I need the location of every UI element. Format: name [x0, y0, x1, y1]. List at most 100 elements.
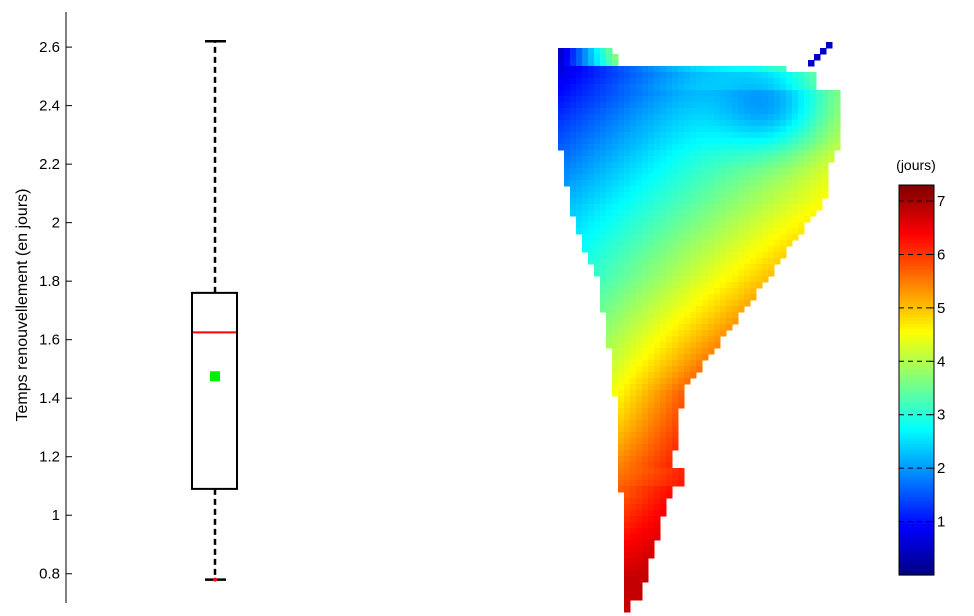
heatmap-cell [708, 222, 715, 229]
heatmap-cell [636, 366, 643, 373]
colorbar-band [899, 227, 934, 231]
colorbar-band [899, 302, 934, 306]
heatmap-cell [642, 180, 649, 187]
heatmap-cell [702, 288, 709, 295]
heatmap-cell [696, 300, 703, 307]
heatmap-cell [678, 204, 685, 211]
heatmap-cell [624, 570, 631, 577]
heatmap-cell [624, 498, 631, 505]
heatmap-cell [696, 150, 703, 157]
heatmap-cell [678, 402, 685, 409]
heatmap-cell [636, 576, 643, 583]
heatmap-cell [630, 102, 637, 109]
heatmap-cell [714, 330, 721, 337]
heatmap-cell [654, 270, 661, 277]
heatmap-cell [666, 438, 673, 445]
heatmap-cell [690, 102, 697, 109]
heatmap-cell [618, 306, 625, 313]
heatmap-cell [600, 210, 607, 217]
heatmap-cell [612, 90, 619, 97]
heatmap-cell [588, 90, 595, 97]
heatmap-cell [804, 72, 811, 79]
colorbar-band [899, 290, 934, 294]
heatmap-cell [606, 258, 613, 265]
heatmap-cell [612, 216, 619, 223]
heatmap-cell [618, 390, 625, 397]
heatmap-cell [648, 108, 655, 115]
heatmap-cell [804, 204, 811, 211]
heatmap-cell [624, 540, 631, 547]
heatmap-cell [762, 174, 769, 181]
heatmap-cell [768, 210, 775, 217]
heatmap-cell [618, 72, 625, 79]
heatmap-cell [828, 90, 835, 97]
heatmap-cell [798, 210, 805, 217]
heatmap-cell [660, 462, 667, 469]
heatmap-cell [756, 258, 763, 265]
heatmap-cell [666, 216, 673, 223]
heatmap-cell [732, 84, 739, 91]
heatmap-cell [576, 162, 583, 169]
heatmap-cell [648, 258, 655, 265]
heatmap-cell [708, 228, 715, 235]
heatmap-cell [834, 102, 841, 109]
heatmap-cell [702, 78, 709, 85]
heatmap-cell [804, 114, 811, 121]
heatmap-cell [624, 456, 631, 463]
heatmap-cell [642, 108, 649, 115]
heatmap-cell [786, 186, 793, 193]
heatmap-cell [654, 468, 661, 475]
heatmap-cell [798, 108, 805, 115]
heatmap-cell [780, 102, 787, 109]
heatmap-cell [690, 66, 697, 73]
heatmap-cell [672, 156, 679, 163]
heatmap-cell [810, 78, 817, 85]
heatmap-cell [756, 84, 763, 91]
heatmap-cell [618, 474, 625, 481]
heatmap-cell [624, 114, 631, 121]
heatmap-cell [672, 300, 679, 307]
heatmap-cell [666, 276, 673, 283]
heatmap-cell [636, 168, 643, 175]
heatmap-cell [630, 282, 637, 289]
heatmap-cell [708, 180, 715, 187]
heatmap-cell [684, 348, 691, 355]
heatmap-cell [696, 84, 703, 91]
heatmap-cell [648, 90, 655, 97]
heatmap-cell [834, 108, 841, 115]
heatmap-cell [648, 186, 655, 193]
heatmap-cell [798, 204, 805, 211]
heatmap-cell [756, 252, 763, 259]
colorbar-band [899, 569, 934, 573]
heatmap-cell [672, 366, 679, 373]
heatmap-cell [582, 234, 589, 241]
heatmap-cell [654, 264, 661, 271]
heatmap-cell [582, 114, 589, 121]
boxplot-panel: 0.811.21.41.61.822.22.42.6 Temps renouve… [14, 12, 238, 603]
heatmap-cell [576, 192, 583, 199]
heatmap-cell [684, 360, 691, 367]
heatmap-cell [582, 156, 589, 163]
heatmap-cell [648, 114, 655, 121]
heatmap-cell [594, 114, 601, 121]
heatmap-cell [618, 432, 625, 439]
y-tick-label: 2.2 [39, 156, 60, 173]
heatmap-cell [672, 96, 679, 103]
heatmap-cell [660, 366, 667, 373]
heatmap-cell [714, 222, 721, 229]
heatmap-cell [612, 360, 619, 367]
heatmap-cell [690, 312, 697, 319]
heatmap-cell [642, 576, 649, 583]
heatmap-cell [630, 162, 637, 169]
colorbar-band [899, 518, 934, 522]
heatmap-cell [630, 156, 637, 163]
heatmap-cell [768, 168, 775, 175]
heatmap-cell [612, 174, 619, 181]
heatmap-cell [702, 258, 709, 265]
heatmap-cell [678, 372, 685, 379]
heatmap-cell [624, 186, 631, 193]
heatmap-cell [642, 168, 649, 175]
heatmap-cell [726, 78, 733, 85]
colorbar-band [899, 542, 934, 546]
heatmap-cell [558, 96, 565, 103]
